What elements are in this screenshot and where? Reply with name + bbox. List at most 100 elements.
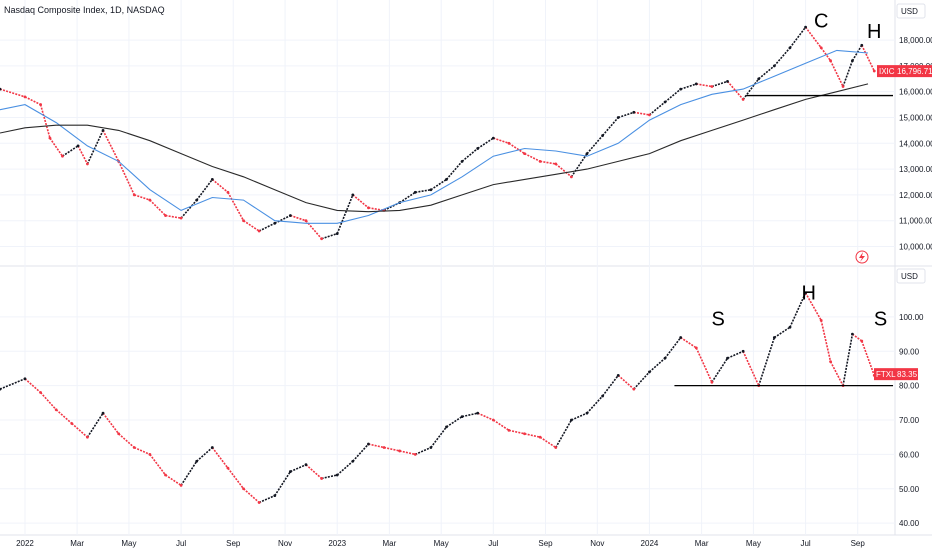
- price-point: [0, 387, 2, 391]
- price-segment: [24, 96, 41, 106]
- price-tick-label: 60.00: [899, 450, 920, 459]
- price-point: [226, 190, 230, 194]
- price-tick-label: 16,000.00: [899, 88, 932, 97]
- top-pane-grid: [0, 0, 895, 535]
- price-segment: [368, 443, 385, 449]
- bottom-pane-series[interactable]: [0, 291, 893, 504]
- price-point: [757, 77, 761, 81]
- price-point: [491, 136, 495, 140]
- price-point: [273, 494, 277, 498]
- price-segment: [149, 199, 167, 217]
- top-unit-box[interactable]: USD: [896, 3, 926, 19]
- price-segment: [617, 374, 635, 390]
- price-segment: [258, 222, 276, 232]
- price-point: [679, 87, 683, 91]
- price-point: [632, 387, 636, 391]
- price-point: [164, 214, 167, 217]
- price-segment: [352, 443, 370, 462]
- time-tick-label: Sep: [538, 539, 553, 548]
- fast-moving-average-line: [0, 49, 869, 224]
- price-point: [585, 411, 589, 415]
- price-point: [288, 470, 292, 473]
- price-point: [61, 154, 64, 158]
- price-tick-label: 90.00: [899, 347, 920, 356]
- price-segment: [829, 361, 844, 387]
- price-segment: [758, 65, 775, 80]
- price-segment: [633, 371, 651, 390]
- pattern-label: H: [867, 21, 881, 43]
- price-point: [413, 190, 417, 194]
- price-segment: [664, 88, 682, 103]
- price-segment: [39, 104, 51, 139]
- price-point: [663, 100, 667, 104]
- price-point: [335, 473, 339, 477]
- price-tick-label: 70.00: [899, 416, 920, 425]
- price-point: [726, 79, 729, 83]
- top-symbol-label: IXIC: [879, 67, 895, 76]
- price-point: [460, 415, 464, 418]
- price-segment: [617, 111, 635, 119]
- price-point: [351, 459, 355, 463]
- price-segment: [134, 194, 151, 201]
- price-segment: [586, 395, 604, 414]
- price-segment: [648, 101, 666, 116]
- bottom-last-price: 83.35: [897, 370, 918, 379]
- bottom-last-price-badge: FTXL 83.35: [874, 368, 918, 381]
- price-segment: [196, 178, 213, 201]
- price-point: [86, 435, 89, 439]
- price-segment: [820, 320, 832, 362]
- price-segment: [24, 378, 42, 394]
- price-point: [86, 162, 89, 166]
- price-segment: [773, 47, 791, 67]
- price-segment: [243, 488, 260, 504]
- price-segment: [290, 214, 307, 222]
- price-point: [804, 25, 807, 29]
- price-segment: [77, 145, 89, 165]
- price-point: [101, 128, 105, 132]
- top-pane-series[interactable]: [0, 25, 893, 241]
- price-point: [242, 487, 245, 491]
- price-point: [179, 483, 183, 487]
- price-point: [694, 82, 698, 86]
- price-point: [195, 198, 199, 202]
- price-segment: [149, 453, 167, 476]
- price-point: [694, 346, 698, 350]
- price-point: [648, 113, 651, 117]
- price-point: [101, 411, 105, 415]
- price-segment: [0, 378, 26, 390]
- price-point: [257, 229, 261, 233]
- bottom-symbol-label: FTXL: [876, 370, 896, 379]
- price-point: [320, 237, 324, 241]
- lightning-icon[interactable]: [855, 250, 869, 264]
- price-point: [117, 432, 121, 436]
- pattern-label: C: [814, 11, 828, 33]
- price-segment: [789, 26, 807, 49]
- price-segment: [680, 83, 697, 90]
- time-tick-label: 2024: [641, 539, 659, 548]
- price-point: [829, 59, 832, 63]
- price-segment: [804, 292, 822, 321]
- bottom-pane-price-ticks: 100.00 90.00 80.00 70.00 60.00 50.00 40.00: [899, 313, 924, 528]
- price-point: [710, 85, 714, 88]
- price-point: [554, 446, 558, 449]
- price-point: [741, 349, 745, 353]
- price-point: [523, 432, 526, 436]
- price-point: [648, 370, 651, 374]
- price-point: [569, 418, 573, 422]
- time-tick-label: Nov: [590, 539, 604, 548]
- price-segment: [102, 412, 120, 435]
- price-point: [616, 116, 620, 119]
- price-point: [320, 477, 324, 480]
- price-point: [616, 373, 620, 377]
- price-point: [523, 152, 526, 156]
- price-segment: [227, 191, 245, 222]
- price-segment: [39, 391, 57, 411]
- price-segment: [820, 47, 832, 62]
- bottom-unit-box[interactable]: USD: [896, 268, 926, 284]
- price-segment: [570, 153, 588, 178]
- price-tick-label: 13,000.00: [899, 165, 932, 174]
- price-segment: [493, 137, 510, 145]
- price-segment: [430, 426, 448, 449]
